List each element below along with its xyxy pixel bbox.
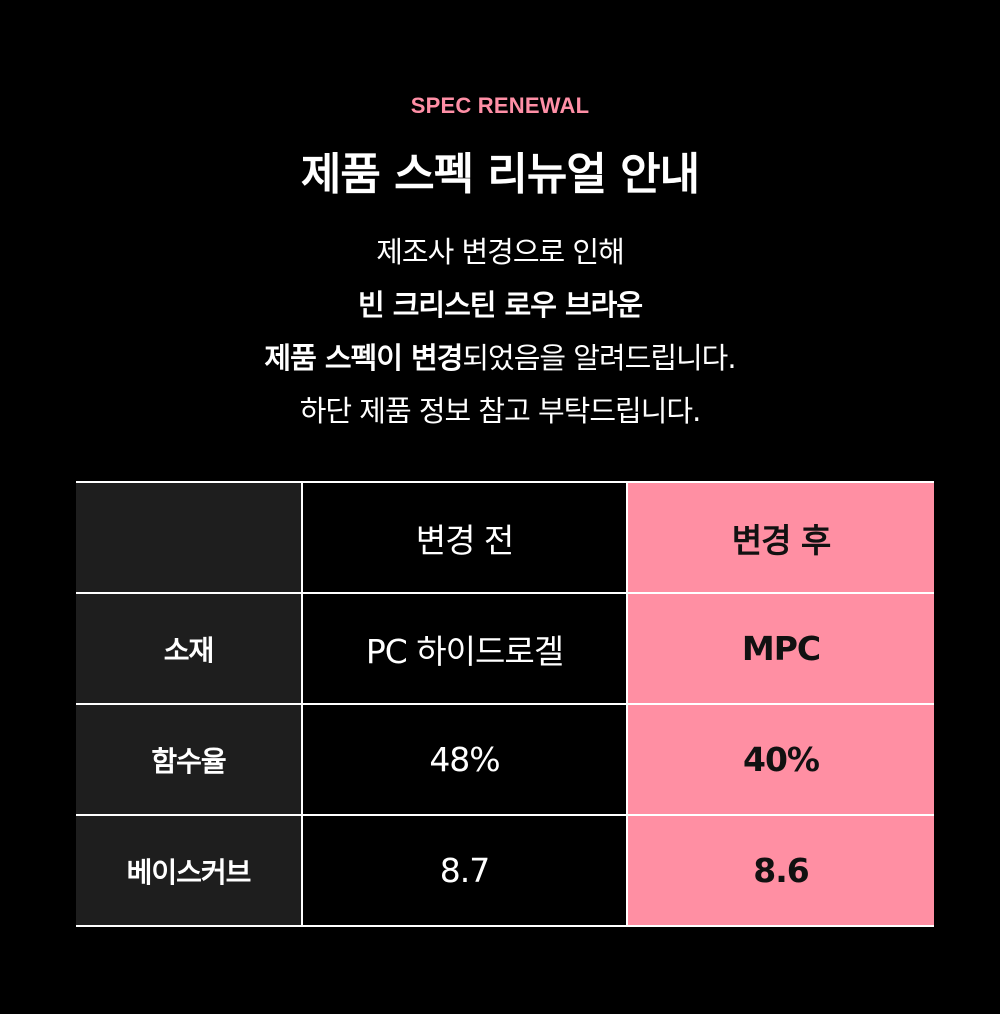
intro-line-3-bold: 제품 스펙이 변경 [264, 341, 463, 375]
spec-comparison-table: 변경 전 변경 후 소재 PC 하이드로겔 MPC 함수율 48% 40% 베이… [76, 481, 934, 927]
cell-after-water-content: 40% [626, 703, 934, 816]
cell-before-base-curve: 8.7 [301, 814, 628, 927]
header-empty-cell [76, 481, 303, 594]
intro-line-2: 빈 크리스틴 로우 브라운 [357, 288, 643, 322]
intro-line-4: 하단 제품 정보 참고 부탁드립니다. [299, 394, 702, 428]
cell-before-water-content: 48% [301, 703, 628, 816]
table-row: 베이스커브 8.7 8.6 [76, 814, 934, 927]
intro-line-3-rest: 되었음을 알려드립니다. [462, 341, 736, 375]
intro-line-3: 제품 스펙이 변경되었음을 알려드립니다. [0, 332, 1000, 385]
cell-after-material: MPC [626, 592, 934, 705]
cell-before-material: PC 하이드로겔 [301, 592, 628, 705]
header-before: 변경 전 [301, 481, 628, 594]
header-after: 변경 후 [626, 481, 934, 594]
intro-text: 제조사 변경으로 인해 빈 크리스틴 로우 브라운 제품 스펙이 변경되었음을 … [0, 226, 1000, 438]
row-label-base-curve: 베이스커브 [76, 814, 303, 927]
page-title: 제품 스펙 리뉴얼 안내 [300, 149, 700, 200]
eyebrow-label: SPEC RENEWAL [410, 93, 590, 118]
cell-after-base-curve: 8.6 [626, 814, 934, 927]
intro-line-1: 제조사 변경으로 인해 [376, 235, 625, 269]
table-row: 소재 PC 하이드로겔 MPC [76, 592, 934, 705]
row-label-water-content: 함수율 [76, 703, 303, 816]
row-label-material: 소재 [76, 592, 303, 705]
table-row: 함수율 48% 40% [76, 703, 934, 816]
table-header-row: 변경 전 변경 후 [76, 481, 934, 594]
